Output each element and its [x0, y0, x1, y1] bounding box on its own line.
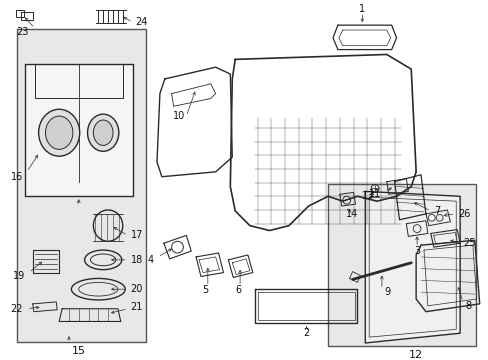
Ellipse shape: [39, 109, 80, 156]
Text: 8: 8: [464, 301, 470, 311]
Ellipse shape: [87, 114, 119, 151]
Text: 21: 21: [130, 302, 142, 312]
Text: 4: 4: [147, 255, 154, 265]
Ellipse shape: [93, 120, 113, 145]
Text: 3: 3: [413, 246, 419, 256]
Text: 12: 12: [408, 350, 422, 360]
Text: 19: 19: [13, 271, 25, 282]
Text: 22: 22: [10, 304, 23, 314]
Text: 17: 17: [130, 230, 142, 240]
Text: 24: 24: [135, 17, 147, 27]
Text: 10: 10: [173, 111, 185, 121]
Ellipse shape: [45, 116, 73, 149]
Text: 9: 9: [384, 287, 390, 297]
Text: 16: 16: [11, 172, 23, 182]
Bar: [17, 29, 146, 342]
Text: 7: 7: [433, 206, 439, 216]
Text: 5: 5: [202, 285, 207, 295]
Polygon shape: [25, 64, 132, 196]
Text: 6: 6: [235, 285, 241, 295]
Text: 15: 15: [72, 346, 85, 356]
Text: 13: 13: [362, 191, 374, 201]
Text: 1: 1: [359, 4, 365, 14]
Text: 25: 25: [462, 238, 475, 248]
Text: 11: 11: [368, 189, 380, 199]
Text: 26: 26: [457, 209, 469, 219]
Text: 20: 20: [130, 284, 142, 294]
Bar: [327, 184, 475, 346]
Text: 18: 18: [130, 255, 142, 265]
Text: 14: 14: [345, 209, 357, 219]
Text: 23: 23: [17, 27, 29, 37]
Polygon shape: [365, 192, 459, 343]
Text: 2: 2: [303, 328, 309, 338]
Bar: [16, 10, 24, 17]
